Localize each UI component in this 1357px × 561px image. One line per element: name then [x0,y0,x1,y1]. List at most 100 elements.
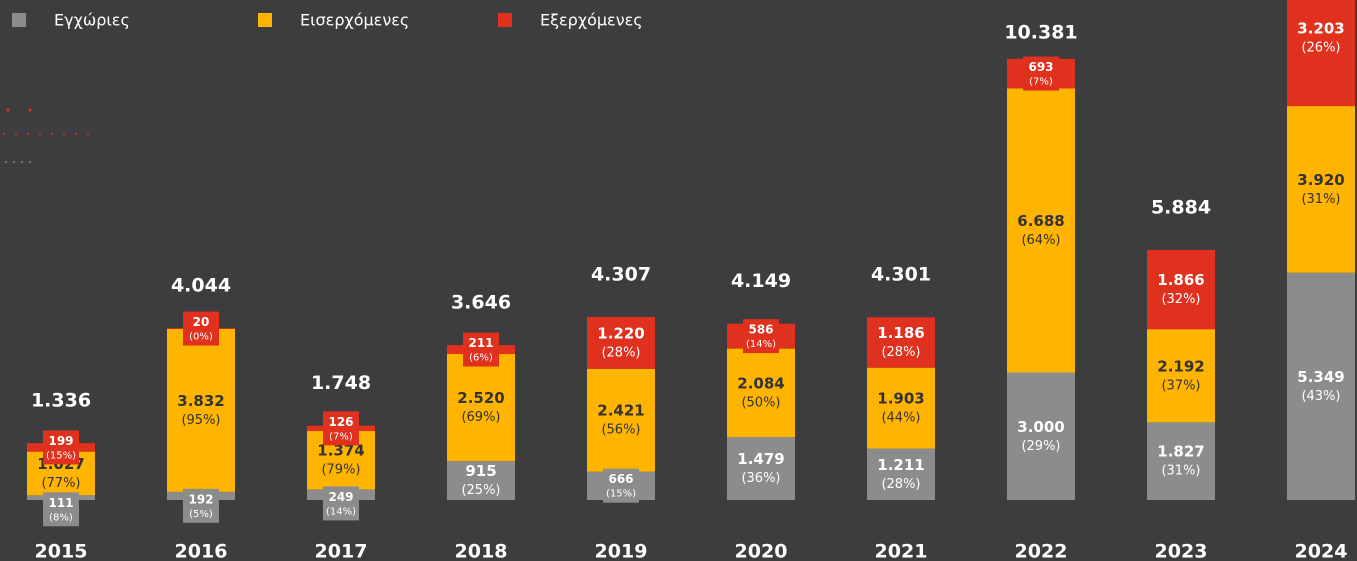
percent-label: (31%) [1301,192,1340,207]
bar-segment [447,461,515,500]
x-tick-label: 2016 [175,541,228,561]
value-label: 2.421 [597,402,644,420]
value-label: 1.374 [317,442,364,460]
value-label: 2.192 [1157,357,1204,375]
total-label: 4.307 [591,263,651,285]
percent-label: (5%) [189,509,213,520]
value-label: 693 [1028,60,1053,74]
x-tick-label: 2020 [735,541,788,561]
bar-segment [447,354,515,462]
bar-segment [727,437,795,500]
bar-segment [867,448,935,500]
percent-label: (7%) [329,431,353,442]
value-label: 20 [193,315,210,329]
bar-segment [1287,0,1355,107]
value-label: 586 [748,323,773,337]
percent-label: (28%) [881,477,920,492]
percent-label: (6%) [469,353,493,364]
value-label: 1.866 [1157,271,1204,289]
x-tick-label: 2019 [595,541,648,561]
label-box [43,492,79,527]
value-label: 3.000 [1017,418,1064,436]
label-box [183,488,219,523]
percent-label: (36%) [741,471,780,486]
legend-label: Εξερχόμενες [540,11,643,30]
total-label: 10.381 [1004,22,1077,44]
bar-segment [1287,106,1355,273]
total-label: 4.149 [731,270,791,292]
value-label: 126 [328,415,353,429]
legend-label: Εισερχόμενες [300,11,409,30]
bar-segment [1147,329,1215,423]
value-label: 199 [48,434,73,448]
x-tick-label: 2017 [315,541,368,561]
percent-label: (56%) [601,423,640,438]
bar-segment [1147,249,1215,330]
total-label: 5.884 [1151,196,1211,218]
percent-label: (37%) [1161,378,1200,393]
bar-segment [867,367,935,449]
value-label: 211 [468,336,493,350]
x-tick-label: 2023 [1155,541,1208,561]
percent-label: (32%) [1161,292,1200,307]
bar-segment [1287,272,1355,500]
percent-label: (15%) [46,450,76,461]
x-tick-label: 2024 [1295,541,1348,561]
percent-label: (0%) [189,332,213,343]
label-box [323,411,359,446]
percent-label: (26%) [1301,41,1340,56]
value-label: 1.211 [877,456,924,474]
x-tick-label: 2015 [35,541,88,561]
percent-label: (8%) [49,512,73,523]
legend-swatch [12,13,26,27]
value-label: 2.084 [737,374,784,392]
value-label: 3.832 [177,392,224,410]
bar-segment [1007,372,1075,500]
percent-label: (28%) [881,345,920,360]
label-box [603,468,639,503]
label-box [1023,56,1059,91]
x-tick-label: 2022 [1015,541,1068,561]
bar-segment [587,368,655,472]
total-label: 1.748 [311,372,371,394]
value-label: 5.349 [1297,368,1344,386]
value-label: 1.479 [737,450,784,468]
bar-segment [1147,422,1215,500]
value-label: 1.827 [1157,443,1204,461]
bar-segment [867,317,935,368]
value-label: 2.520 [457,389,504,407]
x-tick-label: 2018 [455,541,508,561]
value-label: 666 [608,472,633,486]
label-box [43,430,79,465]
percent-label: (14%) [746,339,776,350]
percent-label: (28%) [601,345,640,360]
percent-label: (64%) [1021,233,1060,248]
percent-label: (7%) [1029,77,1053,88]
percent-label: (43%) [1301,389,1340,404]
percent-label: (79%) [321,463,360,478]
label-box [463,332,499,367]
percent-label: (31%) [1161,464,1200,479]
label-box [183,311,219,346]
value-label: 1.220 [597,324,644,342]
bar-segment [727,348,795,438]
bar-segment [1007,88,1075,373]
percent-label: (25%) [461,483,500,498]
percent-label: (77%) [41,476,80,491]
total-label: 4.044 [171,275,231,297]
value-label: 3.203 [1297,20,1344,38]
value-label: 6.688 [1017,212,1064,230]
value-label: 3.920 [1297,171,1344,189]
percent-label: (95%) [181,413,220,428]
bar-segment [587,316,655,369]
percent-label: (15%) [606,489,636,500]
total-label: 4.301 [871,264,931,286]
percent-label: (44%) [881,411,920,426]
value-label: 111 [48,496,73,510]
value-label: 249 [328,490,353,504]
value-label: 1.903 [877,390,924,408]
percent-label: (29%) [1021,439,1060,454]
legend-swatch [498,13,512,27]
legend-label: Εγχώριες [54,11,130,30]
